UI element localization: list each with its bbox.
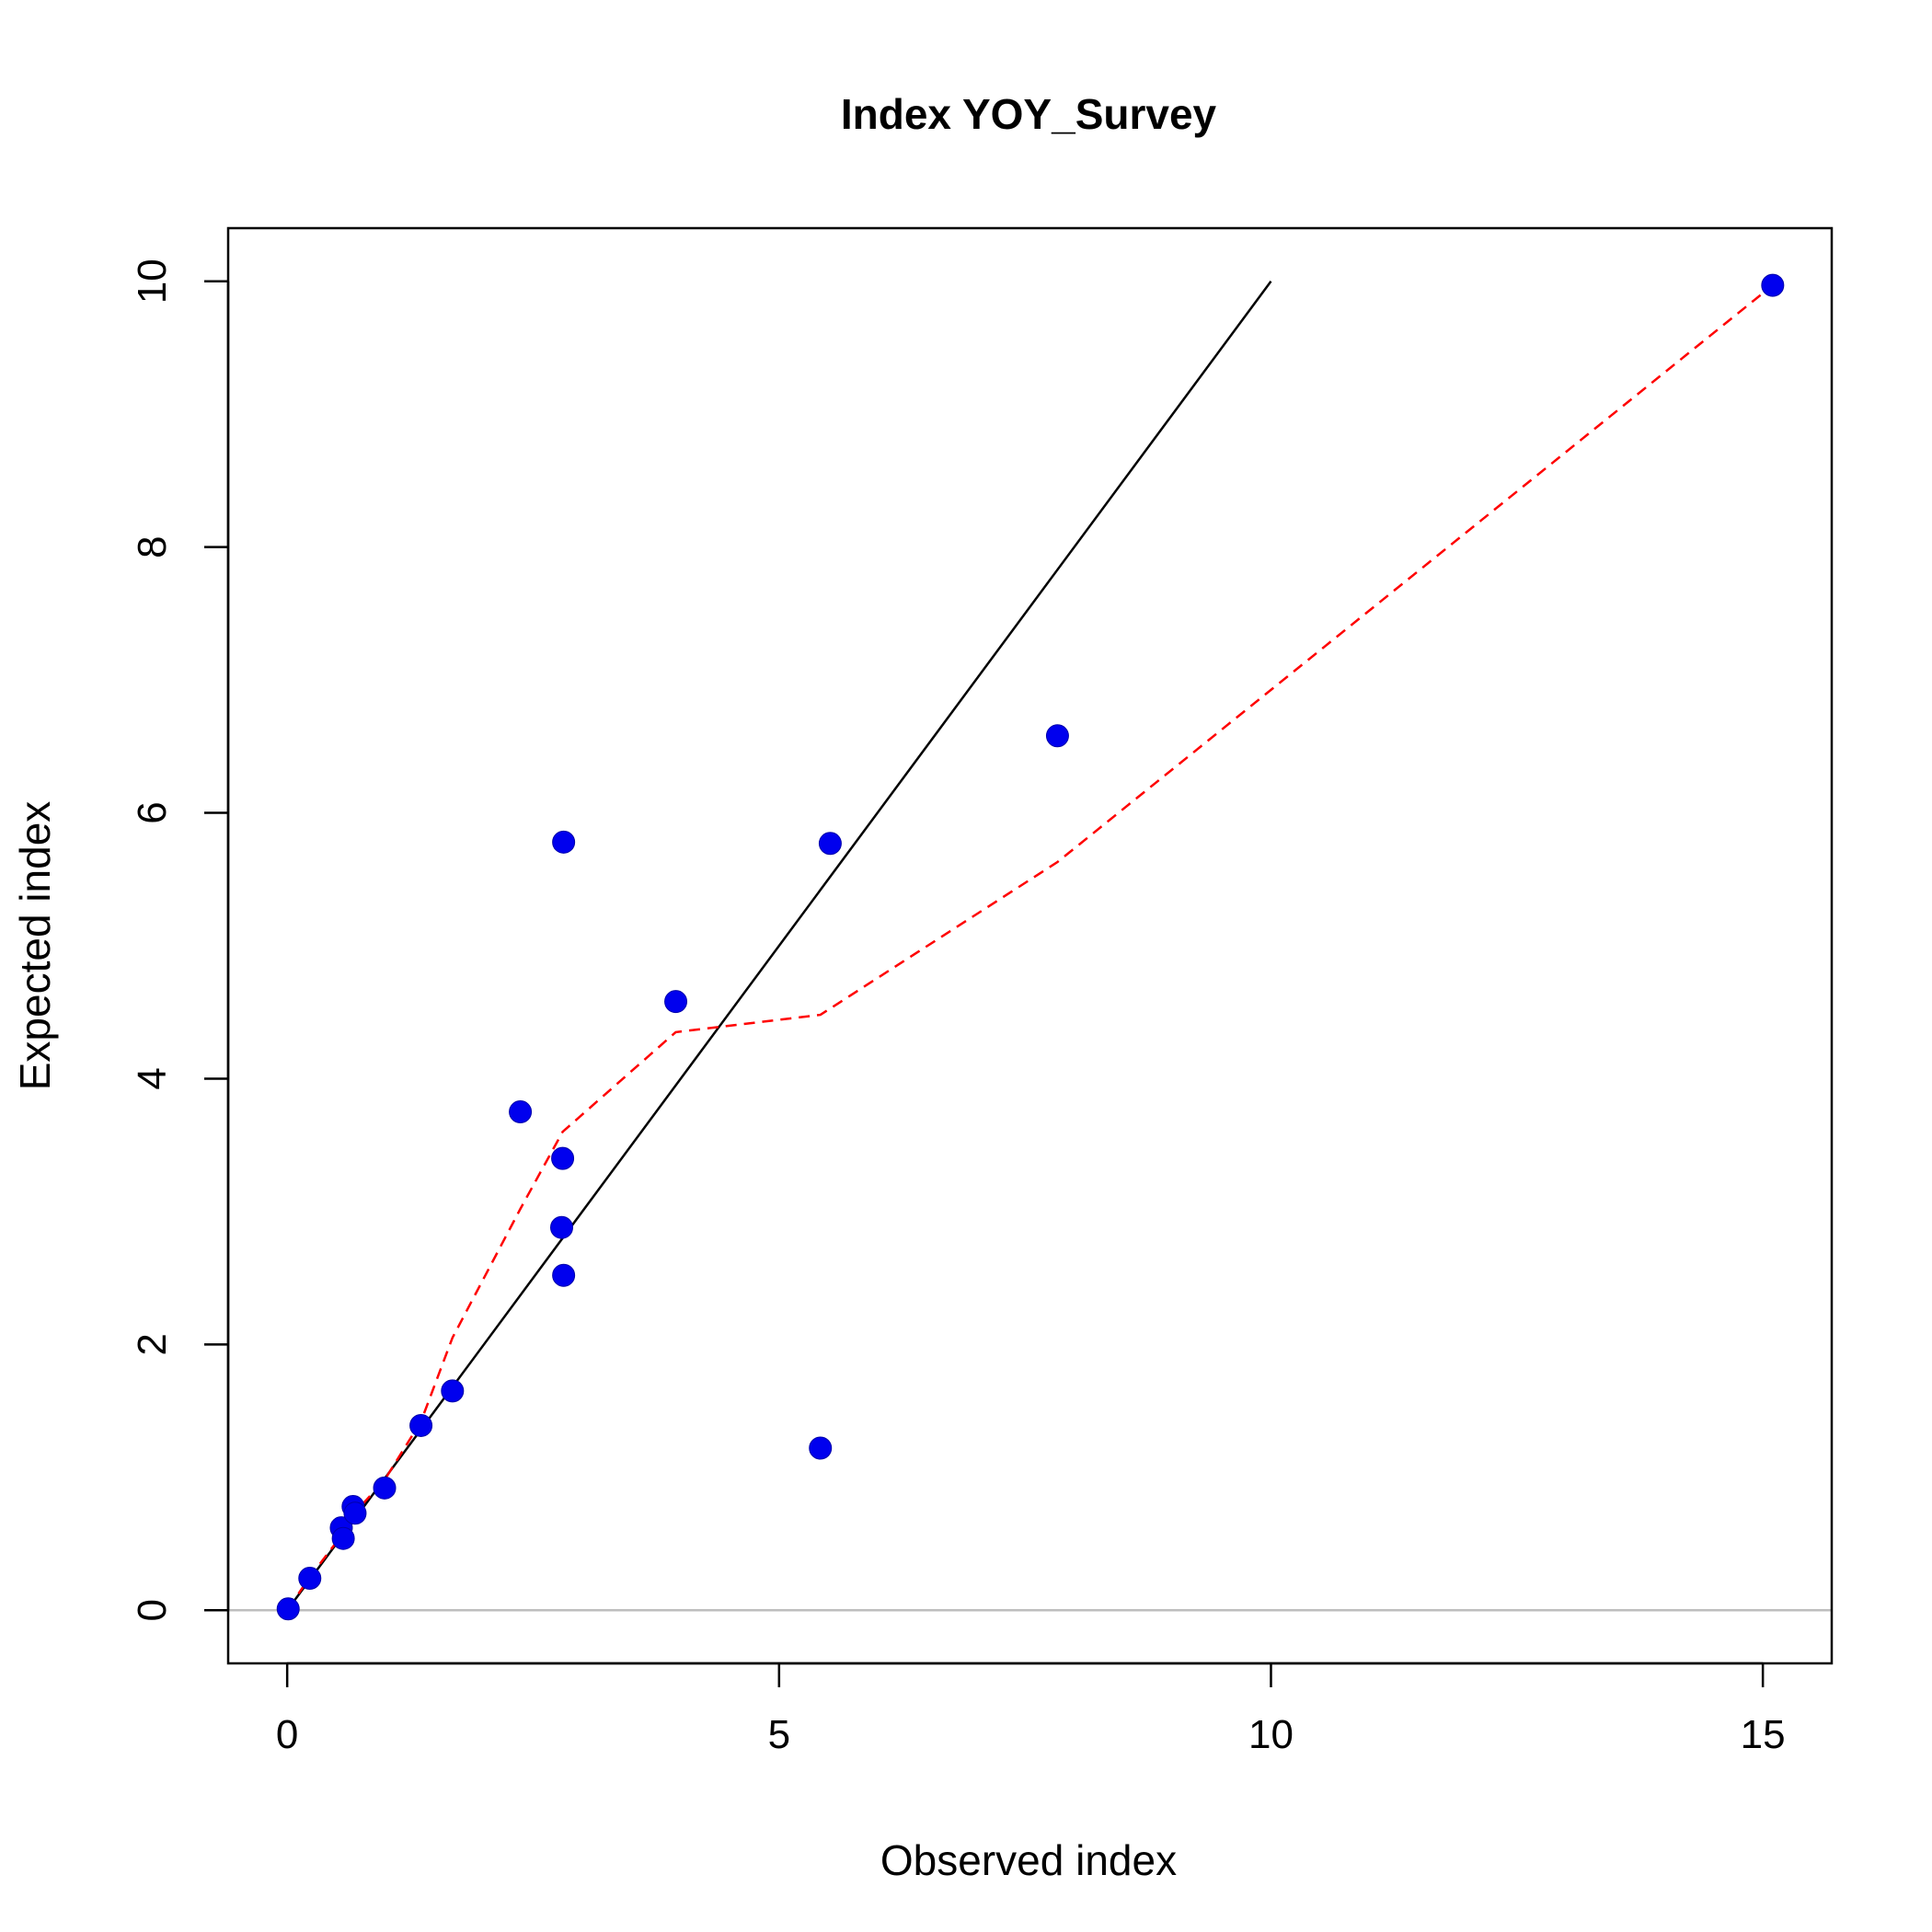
data-point bbox=[509, 1100, 533, 1124]
smooth-trend-line bbox=[287, 284, 1774, 1610]
x-tick-label: 15 bbox=[1741, 1712, 1786, 1757]
x-tick-label: 5 bbox=[768, 1712, 790, 1757]
data-point bbox=[331, 1526, 355, 1550]
data-point bbox=[441, 1379, 465, 1403]
chart-title: Index YOY_Survey bbox=[841, 90, 1217, 138]
data-point bbox=[298, 1567, 322, 1591]
data-point bbox=[664, 990, 688, 1014]
data-point bbox=[1761, 273, 1785, 297]
data-point bbox=[552, 830, 576, 854]
y-axis: 0 2 4 6 8 10 bbox=[130, 259, 230, 1621]
data-point bbox=[276, 1597, 300, 1621]
data-point bbox=[343, 1501, 367, 1525]
x-tick-label: 10 bbox=[1248, 1712, 1294, 1757]
data-point bbox=[373, 1476, 397, 1500]
y-axis-label: Expected index bbox=[11, 801, 59, 1091]
data-point bbox=[552, 1263, 576, 1287]
y-tick-label: 4 bbox=[130, 1067, 175, 1089]
data-point bbox=[809, 1436, 833, 1460]
data-points bbox=[276, 273, 1785, 1621]
x-tick-label: 0 bbox=[276, 1712, 298, 1757]
y-tick-label: 10 bbox=[130, 259, 175, 304]
data-point bbox=[550, 1215, 574, 1239]
y-tick-label: 6 bbox=[130, 801, 175, 823]
x-axis-label: Observed index bbox=[880, 1836, 1177, 1884]
plot-area bbox=[228, 273, 1832, 1621]
y-tick-label: 8 bbox=[130, 535, 175, 558]
smooth-line-path bbox=[287, 284, 1774, 1610]
x-axis: 0 5 10 15 bbox=[276, 1662, 1786, 1757]
data-point bbox=[409, 1413, 433, 1437]
y-tick-label: 2 bbox=[130, 1333, 175, 1355]
y-tick-label: 0 bbox=[130, 1599, 175, 1621]
data-point bbox=[551, 1146, 575, 1170]
data-point bbox=[1045, 724, 1069, 748]
data-point bbox=[818, 832, 842, 856]
